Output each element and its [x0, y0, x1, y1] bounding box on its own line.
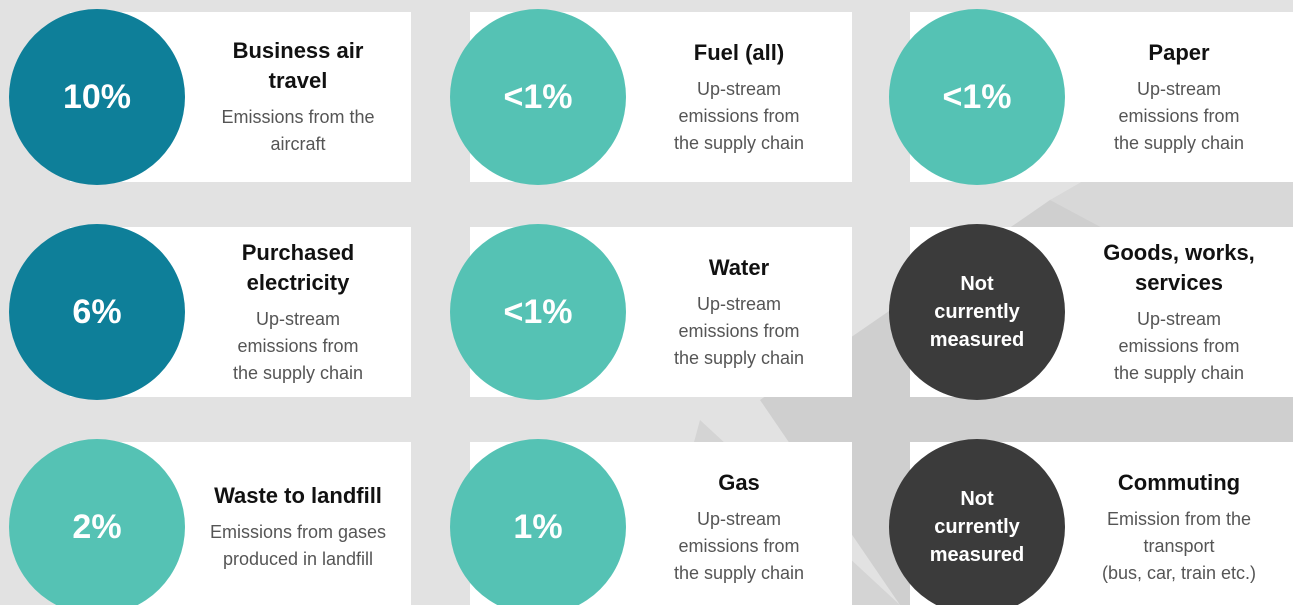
card-description: emissions from: [678, 105, 800, 126]
badge: <1%: [889, 9, 1065, 185]
badge-text: <1%: [503, 77, 573, 116]
badge-text: 6%: [72, 292, 122, 331]
card-description: emissions from: [1118, 335, 1240, 356]
badge-text: currently: [934, 516, 1020, 538]
badge: <1%: [450, 9, 626, 185]
card-title: Business air: [232, 38, 364, 63]
badge-text: 2%: [72, 507, 122, 546]
card-text: Purchased electricity Up-stream emissions f…: [185, 227, 411, 397]
card-text: Gas Up-stream emissions from the supply cha…: [626, 442, 852, 605]
badge-text: <1%: [503, 292, 573, 331]
card-description: Up-stream: [696, 508, 781, 529]
card-title: Fuel (all): [693, 39, 785, 65]
card-description: aircraft: [270, 134, 326, 154]
card-title: electricity: [246, 269, 350, 295]
badge-text: 10%: [62, 77, 132, 116]
card-text: Goods, works, services Up-stream emissions …: [1065, 227, 1293, 397]
card-text: Waste to landfill Emissions from gases pro…: [185, 442, 411, 605]
card-description: the supply chain: [673, 562, 805, 583]
card-description: transport: [1143, 535, 1215, 556]
card-description: Emissions from the: [221, 107, 375, 127]
badge-text: measured: [929, 329, 1025, 351]
card-description: Emission from the: [1106, 508, 1252, 529]
card-description: emissions from: [1118, 105, 1240, 126]
card-description: the supply chain: [1113, 132, 1245, 153]
badge: <1%: [450, 224, 626, 400]
card-description: produced in landfill: [222, 549, 374, 569]
card-description: Up-stream: [1136, 308, 1221, 329]
badge-text: currently: [934, 301, 1020, 323]
card-description: the supply chain: [673, 132, 805, 153]
card-description: emissions from: [678, 535, 800, 556]
card-text: Fuel (all) Up-stream emissions from the sup…: [626, 12, 852, 182]
card-description: the supply chain: [673, 347, 805, 368]
card-description: Up-stream: [1136, 78, 1221, 99]
card-description: Up-stream: [255, 308, 340, 329]
card-description: the supply chain: [232, 362, 364, 383]
badge: 10%: [9, 9, 185, 185]
card-text: Paper Up-stream emissions from the supply c…: [1065, 12, 1293, 182]
card-title: Paper: [1148, 39, 1210, 65]
card-title: Purchased: [241, 239, 355, 265]
badge-text: 1%: [513, 507, 563, 546]
badge-text: Not: [960, 273, 994, 295]
badge: 1%: [450, 439, 626, 605]
card-text: Commuting Emission from the transport (bus,…: [1065, 442, 1293, 605]
card-description: (bus, car, train etc.): [1101, 562, 1257, 583]
card-description: Up-stream: [696, 293, 781, 314]
card-description: emissions from: [237, 335, 359, 356]
card-description: emissions from: [678, 320, 800, 341]
card-description: the supply chain: [1113, 362, 1245, 383]
badge: 2%: [9, 439, 185, 605]
badge-text: measured: [929, 544, 1025, 566]
card-text: Business air travel Emissions from the airc…: [185, 12, 411, 182]
badge-text: Not: [960, 488, 994, 510]
badge: Not currently measured: [889, 439, 1065, 605]
card-title: Gas: [718, 469, 760, 495]
card-title: services: [1134, 269, 1224, 295]
card-title: Water: [708, 254, 770, 280]
card-title: Commuting: [1117, 469, 1241, 495]
card-title: Goods, works,: [1103, 239, 1255, 265]
card-title: travel: [268, 68, 328, 93]
card-text: Water Up-stream emissions from the supply c…: [626, 227, 852, 397]
card-description: Emissions from gases: [209, 522, 387, 542]
card-description: Up-stream: [696, 78, 781, 99]
card-title: Waste to landfill: [214, 483, 382, 508]
badge-text: <1%: [942, 77, 1012, 116]
badge: 6%: [9, 224, 185, 400]
badge: Not currently measured: [889, 224, 1065, 400]
